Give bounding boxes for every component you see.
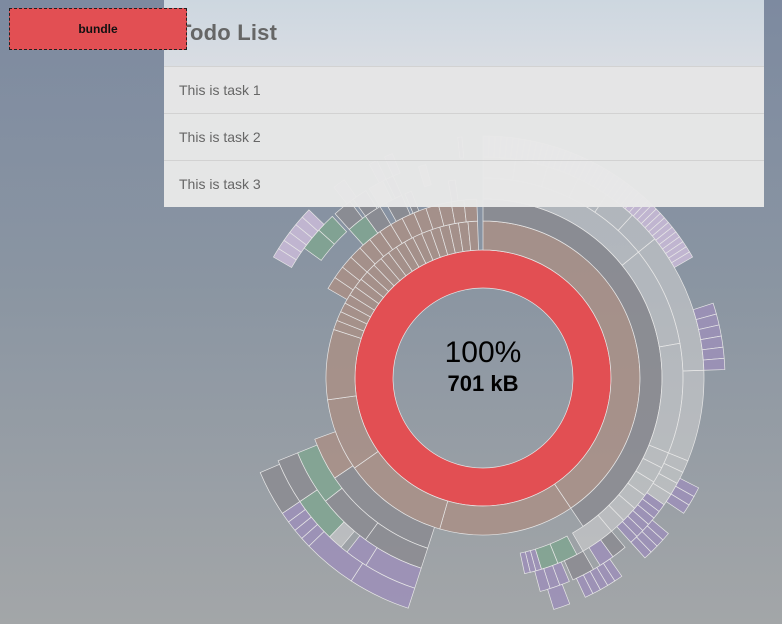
todo-header: Todo List [164,0,764,66]
sunburst-segment-143[interactable] [671,251,694,268]
sunburst-segment-152[interactable] [665,493,690,514]
sunburst-segment-162[interactable] [547,583,571,610]
todo-item-3[interactable]: This is task 3 [164,160,764,207]
bundle-button[interactable]: bundle [9,8,187,50]
sunburst-segment-57[interactable] [519,551,531,575]
sunburst-segment-148[interactable] [701,346,725,361]
sunburst-segment-175[interactable] [301,209,325,232]
sunburst-segment-149[interactable] [702,357,726,371]
center-size: 701 kB [447,371,519,396]
sunburst-segment-89[interactable] [534,568,551,592]
todo-item-2[interactable]: This is task 2 [164,113,764,160]
todo-item-1[interactable]: This is task 1 [164,66,764,113]
todo-panel: Todo List This is task 1 This is task 2 … [164,0,764,207]
sunburst-segment-97[interactable] [334,201,364,230]
sunburst-segment-156[interactable] [630,536,652,559]
center-percent: 100% [444,336,522,369]
sunburst-segment-169[interactable] [259,463,301,514]
sunburst-segment-161[interactable] [575,574,594,598]
todo-title: Todo List [178,20,278,45]
